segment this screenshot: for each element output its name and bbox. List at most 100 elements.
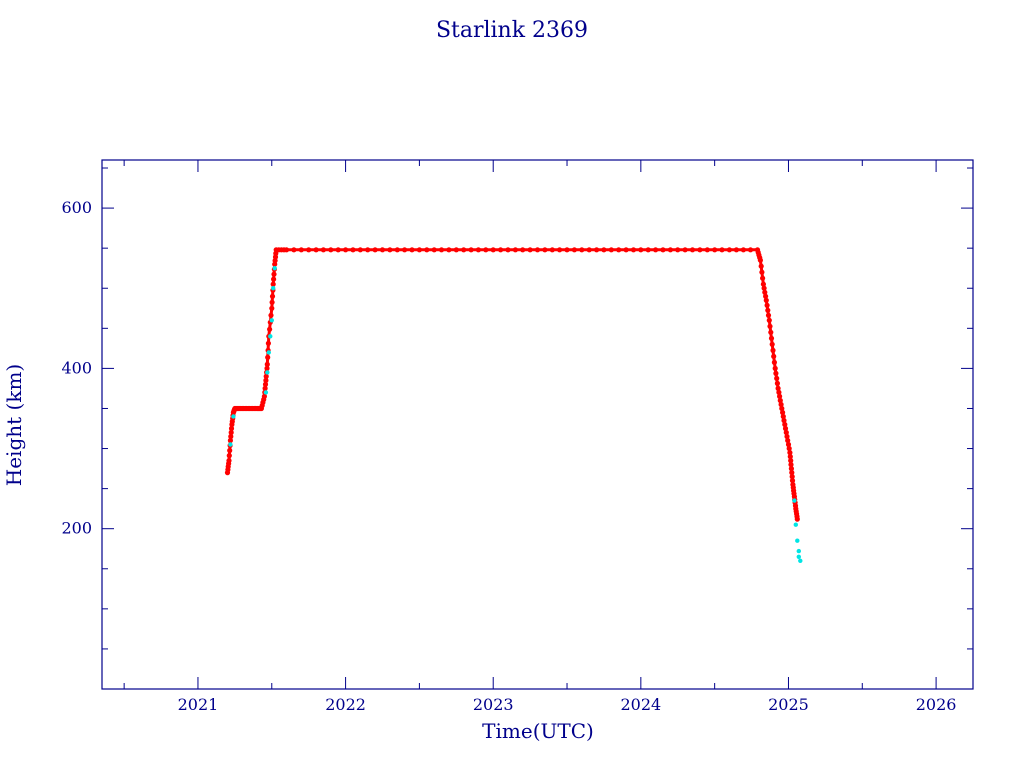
data-point — [227, 447, 233, 454]
data-point — [564, 247, 570, 253]
data-point — [638, 247, 644, 253]
data-point — [270, 281, 276, 287]
data-point — [328, 247, 334, 253]
data-series — [228, 266, 803, 563]
data-point — [263, 377, 269, 383]
y-axis-label: Height (km) — [2, 364, 26, 486]
data-point — [764, 302, 770, 308]
x-axis-label: Time(UTC) — [482, 719, 594, 743]
data-point — [774, 375, 780, 381]
data-point — [689, 247, 696, 253]
data-point — [263, 390, 269, 395]
data-point — [782, 425, 789, 432]
data-point — [796, 554, 801, 559]
data-point — [789, 470, 795, 476]
data-point — [394, 247, 400, 253]
series-line — [226, 248, 799, 520]
x-tick-label: 2024 — [620, 695, 661, 714]
y-tick-label: 200 — [61, 519, 92, 538]
data-point — [740, 247, 747, 253]
data-point — [298, 247, 304, 253]
data-point — [379, 247, 386, 253]
data-point — [704, 247, 710, 253]
data-point — [653, 247, 659, 253]
data-point — [271, 276, 277, 282]
data-point — [712, 247, 718, 253]
data-point — [798, 558, 803, 563]
data-point — [767, 323, 773, 329]
data-point — [776, 389, 782, 395]
x-tick-label: 2021 — [178, 695, 219, 714]
data-point — [461, 247, 467, 253]
data-point — [780, 409, 786, 416]
data-point — [291, 247, 297, 253]
data-point — [231, 414, 236, 419]
data-point — [786, 445, 792, 452]
data-point — [409, 247, 415, 253]
x-axis-ticks: 2021 2022 2023 2024 2025 2026 — [123, 160, 956, 714]
data-point — [785, 437, 791, 444]
data-point — [783, 429, 789, 436]
chart-title: Starlink 2369 — [436, 18, 588, 43]
data-point — [424, 247, 430, 253]
data-point — [228, 425, 235, 432]
data-point — [505, 247, 511, 253]
data-point — [796, 548, 801, 554]
data-point — [788, 462, 794, 468]
data-point — [781, 417, 787, 424]
data-point — [773, 370, 779, 376]
data-point — [265, 340, 271, 346]
data-point — [747, 247, 754, 253]
data-point — [264, 365, 270, 371]
data-point — [779, 405, 785, 412]
data-point — [785, 441, 792, 448]
data-point — [778, 401, 784, 408]
data-point — [357, 247, 363, 253]
data-point — [343, 247, 349, 253]
x-tick-label: 2023 — [473, 695, 514, 714]
data-point — [579, 247, 585, 253]
data-point — [774, 380, 781, 386]
data-point — [262, 385, 268, 391]
data-point — [266, 350, 271, 355]
data-point — [765, 312, 772, 318]
data-point — [775, 385, 781, 391]
data-point — [594, 247, 600, 253]
data-point — [313, 247, 319, 253]
data-point — [453, 247, 459, 253]
data-point — [475, 247, 481, 253]
data-point — [557, 247, 563, 253]
data-point — [780, 413, 786, 420]
data-point — [660, 247, 666, 253]
data-point — [534, 247, 541, 253]
data-point — [719, 247, 725, 253]
data-point — [768, 335, 775, 341]
data-point — [438, 247, 445, 253]
plot-frame — [101, 159, 974, 690]
data-point — [335, 247, 341, 253]
data-point — [263, 373, 269, 379]
data-point — [483, 247, 489, 253]
data-point — [788, 458, 794, 464]
data-point — [771, 359, 778, 365]
data-point — [793, 522, 798, 527]
data-point — [758, 263, 764, 269]
data-point — [228, 442, 233, 447]
data-point — [261, 393, 267, 399]
data-point — [697, 247, 703, 253]
data-point — [733, 247, 740, 253]
data-point — [772, 365, 778, 371]
data-point — [306, 247, 312, 253]
data-point — [265, 370, 270, 375]
data-point — [787, 454, 793, 460]
data-point — [372, 247, 378, 253]
data-point — [675, 247, 681, 253]
data-point — [757, 257, 764, 263]
data-point — [771, 353, 777, 359]
data-point — [765, 307, 771, 313]
data-point — [777, 393, 783, 399]
data-point — [269, 293, 276, 299]
data-point — [586, 247, 592, 253]
data-point — [788, 466, 795, 472]
